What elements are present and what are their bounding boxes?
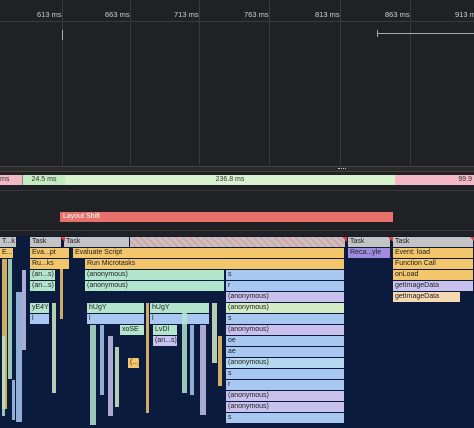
warning-corner bbox=[470, 237, 474, 242]
long-task-stripe bbox=[130, 237, 345, 247]
tick-label: 713 ms bbox=[174, 10, 199, 19]
tick-label: 613 ms bbox=[37, 10, 62, 19]
flame-slice bbox=[90, 325, 96, 425]
warning-corner bbox=[388, 237, 393, 242]
flame-slice bbox=[16, 292, 22, 422]
grid-line bbox=[340, 0, 341, 165]
flame-slice bbox=[212, 303, 217, 363]
flame-block[interactable]: Reca...yle bbox=[348, 248, 391, 258]
flame-block[interactable]: (anonymous) bbox=[226, 391, 345, 401]
flame-slice bbox=[200, 325, 206, 415]
flame-slice bbox=[52, 303, 56, 393]
flame-block[interactable]: hUgY bbox=[87, 303, 145, 313]
splitter[interactable] bbox=[0, 166, 474, 172]
flame-block[interactable]: (anonymous) bbox=[226, 325, 345, 335]
flame-slice bbox=[2, 259, 7, 409]
grid-line bbox=[199, 0, 200, 165]
flame-block[interactable]: Run Microtasks bbox=[85, 259, 345, 269]
flame-block[interactable]: Task bbox=[64, 237, 130, 247]
flame-block[interactable]: (anonymous) bbox=[226, 292, 345, 302]
flame-block[interactable]: (an...s) bbox=[30, 270, 56, 280]
flame-block[interactable]: hUgY bbox=[150, 303, 210, 313]
marker bbox=[62, 30, 63, 40]
tick-label: 913 ms bbox=[455, 10, 474, 19]
flame-block[interactable]: s bbox=[226, 270, 345, 280]
flame-block[interactable]: oe bbox=[226, 336, 345, 346]
grid-line bbox=[130, 0, 131, 165]
flame-slice bbox=[100, 325, 104, 395]
flame-slice bbox=[182, 303, 187, 393]
flame-slice bbox=[190, 325, 194, 395]
flame-block[interactable]: (anonymous) bbox=[226, 402, 345, 412]
flame-block[interactable]: s bbox=[226, 413, 345, 423]
tick-label: 813 ms bbox=[315, 10, 340, 19]
tick-label: 763 ms bbox=[244, 10, 269, 19]
flame-block[interactable]: Ru...ks bbox=[30, 259, 70, 269]
flame-block[interactable]: Task bbox=[348, 237, 391, 247]
flame-block[interactable]: (anonymous) bbox=[226, 303, 345, 313]
flame-block[interactable]: (anonymous) bbox=[85, 281, 225, 291]
flame-slice bbox=[2, 336, 5, 416]
ruler bbox=[0, 0, 474, 22]
flame-block[interactable]: l bbox=[87, 314, 145, 324]
flame-slice bbox=[108, 336, 113, 416]
flame-slice bbox=[146, 303, 149, 413]
flame-block[interactable]: ae bbox=[226, 347, 345, 357]
grid-line bbox=[269, 0, 270, 165]
flame-block[interactable]: r bbox=[226, 380, 345, 390]
tick-label: 863 ms bbox=[385, 10, 410, 19]
flame-slice bbox=[218, 336, 222, 386]
summary-segment: 236.8 ms bbox=[65, 175, 395, 185]
summary-segment: 99.9 bbox=[395, 175, 474, 185]
flame-block[interactable]: Evaluate Script bbox=[73, 248, 345, 258]
flame-block[interactable]: onLoad bbox=[393, 270, 474, 280]
flame-block[interactable]: T...k bbox=[0, 237, 17, 247]
warning-corner bbox=[342, 237, 347, 242]
flame-block[interactable]: (...) bbox=[128, 358, 140, 368]
flame-block[interactable]: (an...s) bbox=[30, 281, 56, 291]
flame-block[interactable]: Event: load bbox=[393, 248, 474, 258]
flame-block[interactable]: (anonymous) bbox=[85, 270, 225, 280]
flame-slice bbox=[12, 380, 15, 420]
marker bbox=[377, 33, 474, 34]
marker bbox=[377, 30, 378, 37]
summary-segment: 24.5 ms bbox=[22, 175, 65, 185]
flame-block[interactable]: getImageData bbox=[393, 292, 461, 302]
flame-block[interactable]: getImageData bbox=[393, 281, 474, 291]
flame-block[interactable]: Task bbox=[393, 237, 474, 247]
flame-block[interactable]: yE4Y bbox=[30, 303, 50, 313]
flame-block[interactable]: l bbox=[150, 314, 210, 324]
flame-block[interactable]: Task bbox=[30, 237, 62, 247]
flame-block[interactable]: (anonymous) bbox=[226, 358, 345, 368]
tick-label: 663 ms bbox=[105, 10, 130, 19]
grip bbox=[338, 168, 346, 170]
summary-segment: ms bbox=[0, 175, 22, 185]
flame-block[interactable]: Eva...pt bbox=[30, 248, 70, 258]
flame-block[interactable]: Function Call bbox=[393, 259, 474, 269]
divider bbox=[0, 190, 474, 191]
grid-line bbox=[62, 0, 63, 165]
flame-block[interactable]: s bbox=[226, 314, 345, 324]
flame-block[interactable]: s bbox=[226, 369, 345, 379]
warning-corner bbox=[60, 237, 65, 242]
flame-slice bbox=[22, 270, 26, 350]
flame-slice bbox=[115, 347, 119, 407]
flame-slice bbox=[8, 259, 12, 379]
divider bbox=[0, 230, 474, 231]
flame-block[interactable]: E...t bbox=[0, 248, 14, 258]
flame-block[interactable]: xoSE bbox=[120, 325, 145, 335]
layout-shift[interactable]: Layout Shift bbox=[60, 212, 393, 222]
flame-block[interactable]: r bbox=[226, 281, 345, 291]
grid-line bbox=[410, 0, 411, 165]
flame-block[interactable]: LvDl bbox=[153, 325, 178, 335]
flame-slice bbox=[60, 259, 63, 319]
flame-block[interactable]: (an...s) bbox=[153, 336, 178, 346]
flame-block[interactable]: l bbox=[30, 314, 50, 324]
